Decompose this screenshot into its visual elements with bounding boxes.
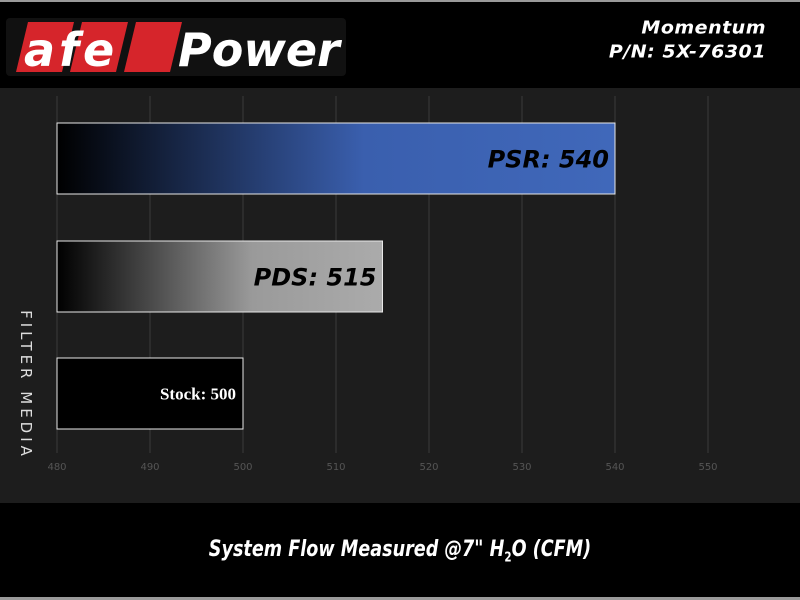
model-name: Momentum: [641, 17, 766, 39]
y-axis-label: FILTER MEDIA: [17, 310, 35, 460]
x-tick-label: 550: [698, 462, 717, 473]
x-axis-label-subscript: 2: [504, 550, 512, 566]
part-number: P/N: 5X-76301: [608, 41, 766, 63]
svg-text:afe: afe: [24, 23, 118, 76]
x-tick-label: 500: [233, 462, 252, 473]
x-axis-label-main: System Flow Measured @7" H: [208, 537, 505, 562]
data-label: Stock: 500: [160, 385, 236, 404]
x-axis-label: System Flow Measured @7" H2O (CFM): [80, 537, 720, 565]
flow-chart: PSR: 540 PDS: 515 Stock: 500 480 490 500 510 5…: [47, 96, 718, 473]
x-tick-label: 520: [419, 462, 438, 473]
bar-pds: [56, 240, 383, 313]
product-info: Momentum P/N: 5X-76301: [609, 16, 766, 64]
x-tick-label: 540: [605, 462, 624, 473]
afe-power-logo: afe Power: [6, 18, 346, 76]
bottom-border: [0, 597, 800, 600]
svg-text:Power: Power: [178, 23, 343, 76]
x-tick-label: 510: [326, 462, 345, 473]
top-border: [0, 0, 800, 2]
bar-stock: [56, 357, 244, 430]
x-axis-label-tail: O (CFM): [511, 537, 592, 562]
x-tick-label: 490: [140, 462, 159, 473]
data-label: PDS: 515: [254, 264, 377, 292]
header: afe Power Momentum P/N: 5X-76301: [0, 2, 800, 88]
bar-psr: [56, 122, 616, 195]
x-tick-label: 530: [512, 462, 531, 473]
x-tick-label: 480: [47, 462, 66, 473]
footer: System Flow Measured @7" H2O (CFM): [0, 503, 800, 598]
plot-area: PSR: 540 PDS: 515 Stock: 500 480 490 500 510 5…: [0, 88, 800, 503]
data-label: PSR: 540: [488, 146, 609, 174]
